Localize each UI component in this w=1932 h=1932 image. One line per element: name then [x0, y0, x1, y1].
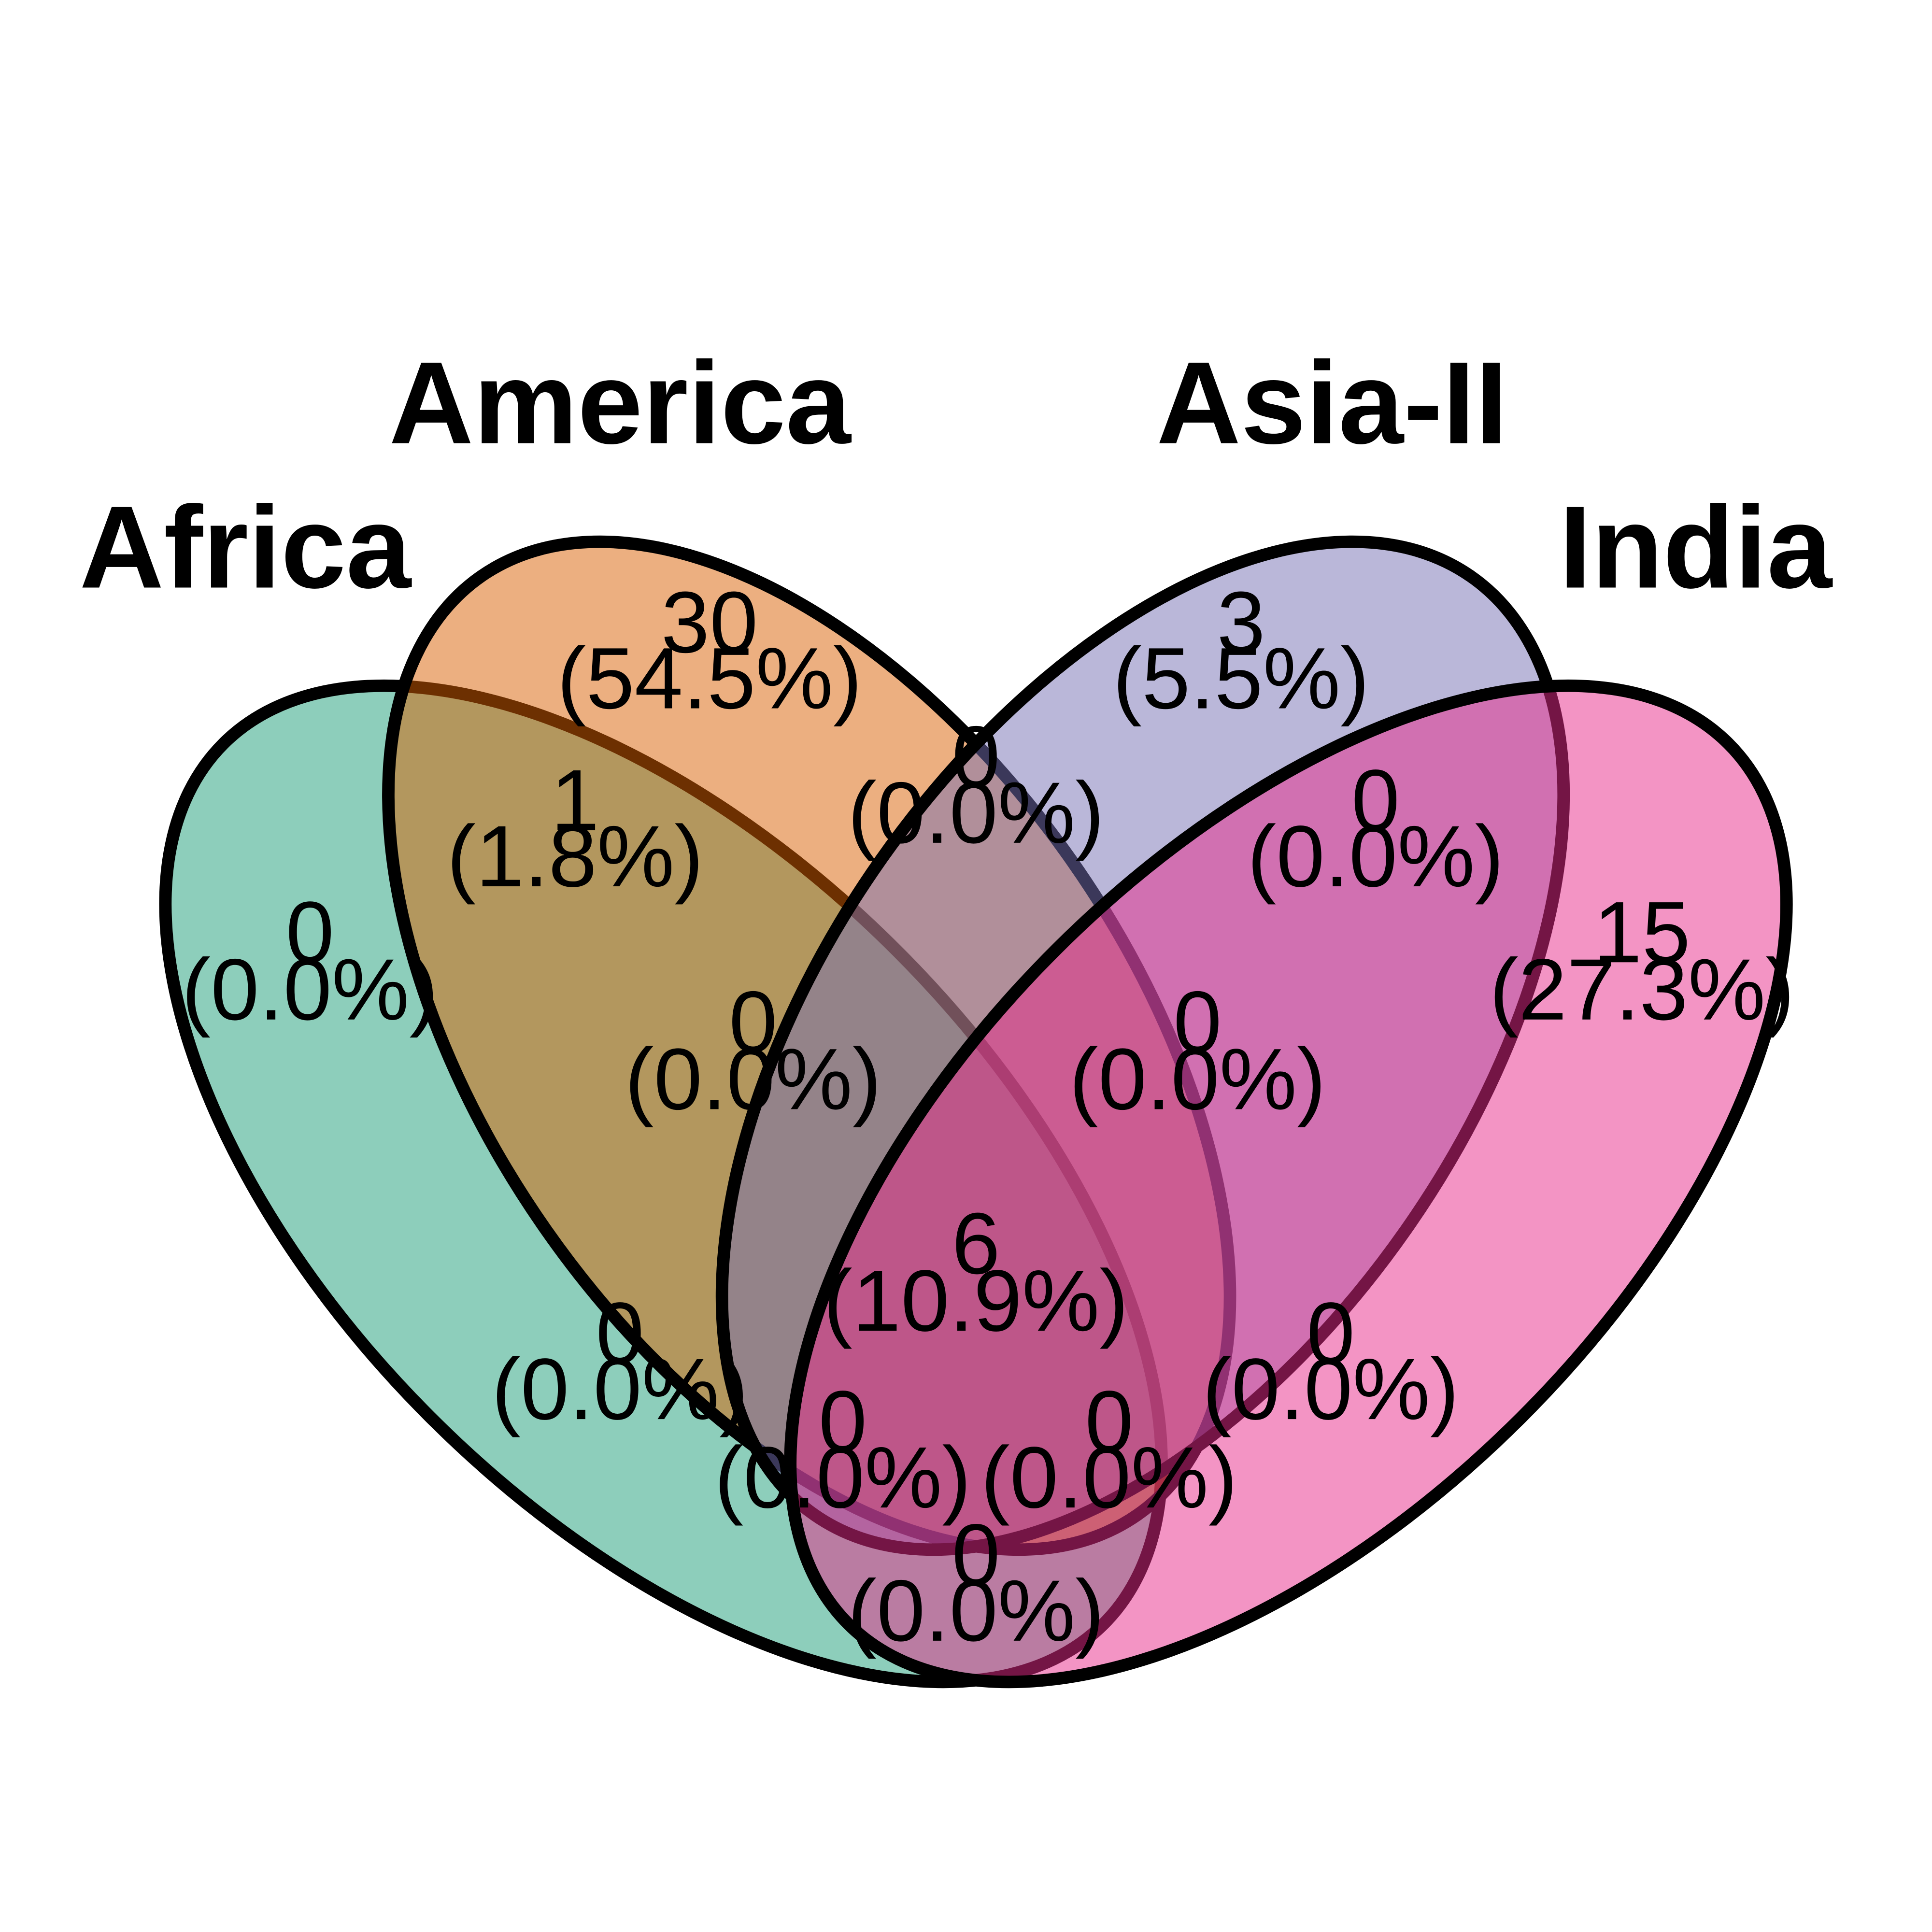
region-pct: (0.0%) [981, 1429, 1237, 1526]
region-pct: (0.0%) [625, 1031, 881, 1128]
region-count: 0 [286, 884, 334, 981]
set-labels: Africa America Asia-II India [79, 338, 1833, 613]
region-pct: (0.0%) [1069, 1031, 1326, 1128]
region-count: 0 [952, 1506, 1000, 1604]
region-labels: 0 (0.0%) 30 (54.5%) 3 (5.5%) 15 (27.3%) … [182, 574, 1794, 1660]
region-count: 0 [596, 1285, 644, 1382]
region-pct: (10.9%) [824, 1252, 1129, 1350]
set-label-america: America [389, 338, 852, 469]
region-count: 3 [1217, 574, 1265, 671]
region-pct: (0.0%) [1247, 808, 1504, 905]
region-pct: (27.3%) [1490, 941, 1795, 1038]
region-pct: (5.5%) [1113, 630, 1369, 727]
region-pct: (0.0%) [848, 765, 1104, 862]
set-label-africa: Africa [79, 482, 412, 612]
ellipse-india [784, 679, 1793, 1689]
region-pct: (0.0%) [1202, 1341, 1459, 1438]
region-count: 6 [952, 1195, 1000, 1293]
region-pct: (1.8%) [447, 808, 703, 905]
region-count: 30 [661, 574, 758, 671]
region-count: 15 [1593, 884, 1690, 981]
region-count: 0 [1307, 1285, 1355, 1382]
region-count: 0 [1351, 752, 1400, 849]
region-pct: (0.0%) [182, 941, 438, 1038]
region-count: 1 [551, 752, 599, 849]
region-pct: (0.0%) [848, 1563, 1104, 1660]
region-count: 0 [1085, 1373, 1133, 1470]
region-count: 0 [952, 709, 1000, 806]
set-label-india: India [1559, 482, 1833, 612]
region-pct: (0.0%) [492, 1341, 748, 1438]
region-count: 0 [1173, 974, 1222, 1071]
set-label-asia2: Asia-II [1156, 338, 1507, 469]
region-pct: (0.0%) [714, 1429, 971, 1526]
set-ellipses [159, 535, 1793, 1689]
region-count: 0 [819, 1373, 867, 1470]
region-pct: (54.5%) [557, 630, 862, 727]
region-count: 0 [729, 974, 777, 1071]
